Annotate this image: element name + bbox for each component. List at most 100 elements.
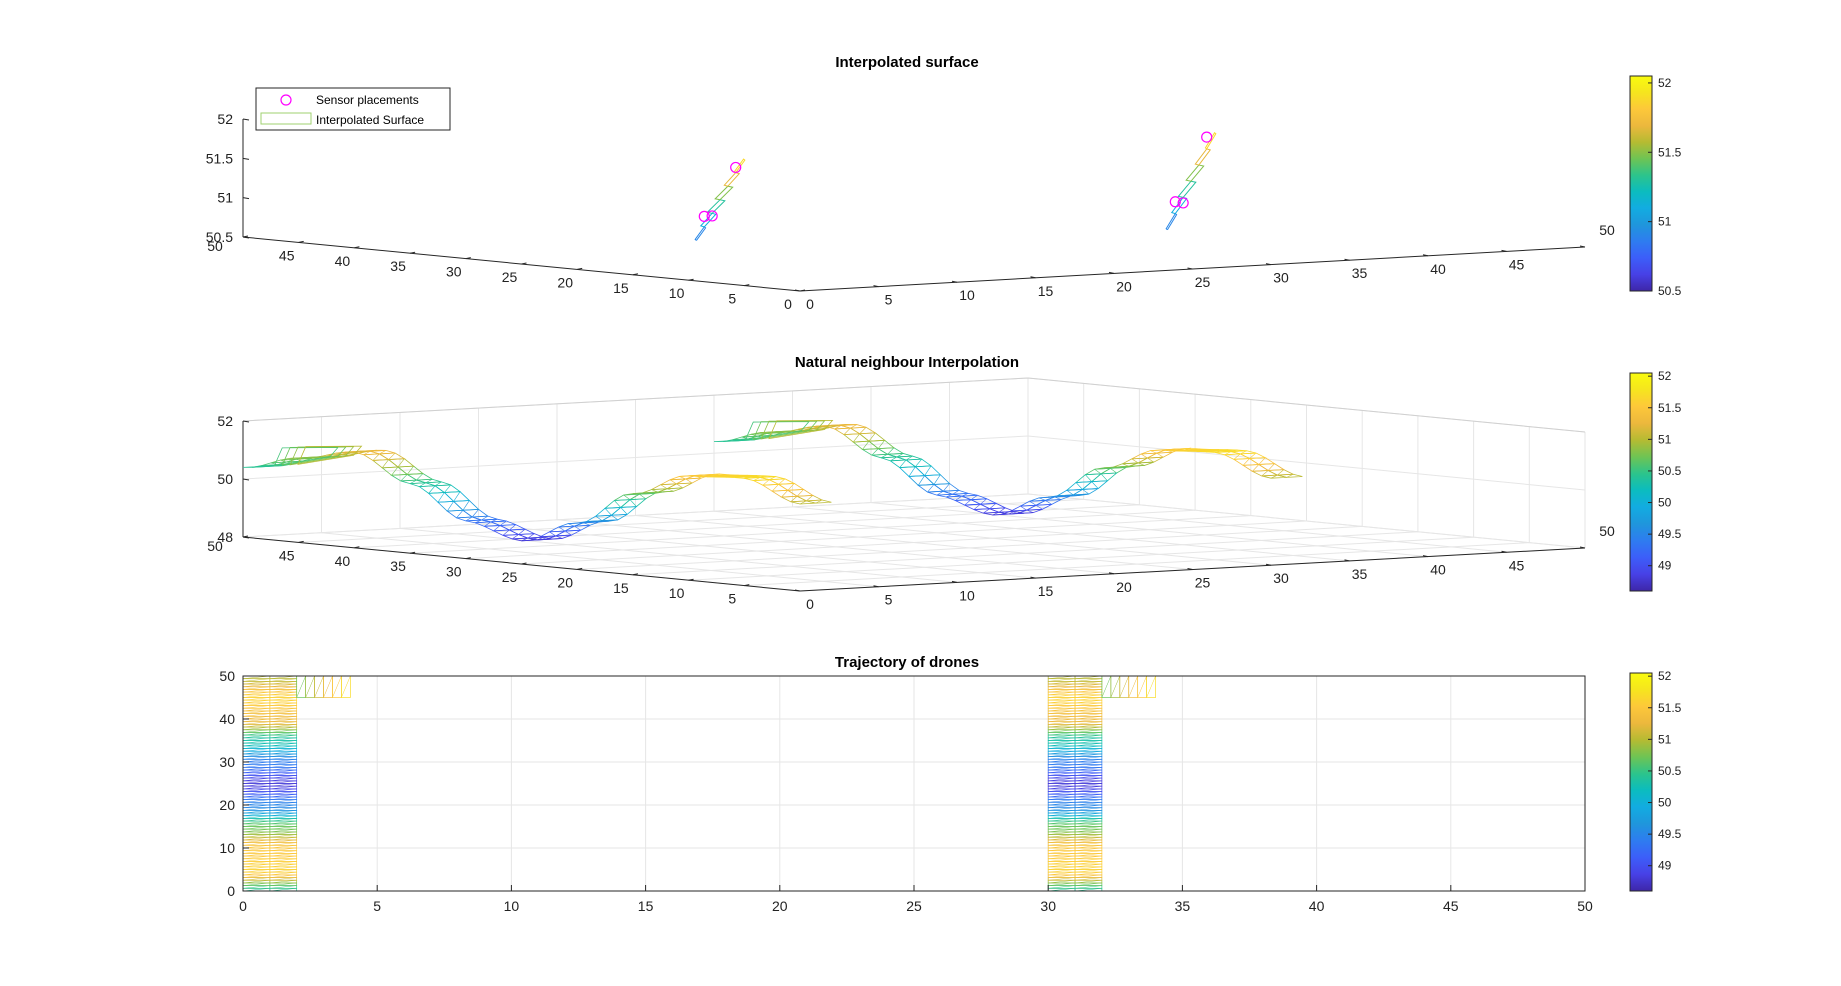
surface-mesh-diag [983, 508, 990, 514]
surface-mesh-diag [980, 498, 987, 505]
grid-line [870, 502, 1429, 558]
trajectory-diag [242, 818, 270, 822]
trajectory-diag [1075, 683, 1102, 687]
trajectory-diag [242, 820, 270, 825]
trajectory-diag [1048, 724, 1076, 728]
trajectory-diag [1048, 882, 1076, 886]
trajectory-diag [242, 721, 270, 725]
trajectory-diag [269, 877, 297, 881]
trajectory-diag [1048, 769, 1076, 773]
trajectory-diag [269, 702, 297, 706]
x-tick-label: 45 [1509, 557, 1525, 573]
trajectory-diag [242, 748, 270, 752]
trajectory-diag [1075, 705, 1102, 709]
x-tick-label: 20 [1116, 579, 1132, 595]
y-tick-label: 30 [446, 264, 462, 280]
trajectory-diag [242, 783, 270, 787]
surface-mesh-diag [252, 466, 259, 468]
trajectory-diag [1075, 842, 1102, 846]
trajectory-diag [1048, 729, 1076, 733]
y-tick-label: 30 [446, 564, 462, 580]
x-tick [1579, 546, 1586, 549]
trajectory-diag [269, 850, 297, 854]
trajectory-diag [269, 691, 297, 696]
surface-mesh-diag [660, 484, 668, 489]
trajectory-diag [242, 837, 270, 841]
y-tick [354, 546, 360, 549]
surface-mesh-diag [481, 515, 489, 521]
trajectory-diag [1048, 737, 1076, 741]
trajectory-diag [1048, 810, 1076, 814]
surface-mesh-diag [1094, 468, 1102, 475]
x-tick [1579, 245, 1586, 248]
x-tick [1108, 271, 1115, 274]
surface-mesh-diag [484, 521, 491, 527]
trajectory-diag [242, 815, 270, 819]
surface-mesh-diag [1131, 458, 1139, 464]
trajectory-diag [269, 839, 297, 843]
trajectory-diag [269, 756, 297, 760]
trajectory-diag [242, 834, 270, 838]
surface-mesh-diag [973, 503, 981, 510]
trajectory-diag [1048, 710, 1076, 714]
trajectory-diag [242, 810, 270, 814]
trajectory-diag [242, 710, 270, 714]
trajectory-diag [242, 756, 270, 760]
surface-mesh-diag [998, 507, 1006, 513]
trajectory-diag [1048, 826, 1076, 830]
surface-mesh-diag [549, 531, 556, 537]
surface-mesh-diag [1277, 469, 1285, 476]
trajectory-arm-diag [1146, 675, 1156, 698]
trajectory-diag [269, 681, 297, 685]
surface-mesh-diag [1110, 468, 1117, 474]
trajectory-diag [1075, 729, 1102, 733]
trajectory-diag [242, 694, 270, 698]
x-tick [1030, 576, 1036, 579]
trajectory-diag [269, 724, 297, 728]
surface-mesh-arm [744, 421, 810, 441]
trajectory-diag [269, 874, 297, 878]
surface-mesh-arm [281, 446, 347, 466]
z-tick-label: 50.5 [206, 229, 233, 245]
surface-mesh-diag [1252, 464, 1260, 472]
trajectory-diag [269, 855, 297, 859]
trajectory-diag [1075, 858, 1102, 862]
surface-mesh-diag [567, 523, 575, 527]
y-tick [521, 262, 527, 265]
x-tick [1265, 563, 1272, 566]
z-tick [242, 236, 250, 239]
trajectory-diag [242, 791, 270, 795]
trajectory-diag [242, 683, 270, 687]
x-tick-label: 30 [1273, 270, 1289, 286]
surface-mesh-diag [843, 427, 851, 435]
colorbar-tick-label: 49.5 [1658, 527, 1682, 541]
y-tick-label: 40 [219, 711, 235, 727]
x-tick-label: 25 [906, 898, 922, 914]
y-tick-label: 45 [279, 547, 295, 563]
trajectory-diag [1075, 853, 1102, 857]
box-edge [242, 377, 1586, 433]
surface-mesh-diag [890, 456, 897, 462]
trajectory-diag [1075, 820, 1102, 825]
trajectory-diag [1075, 823, 1102, 827]
x-tick [794, 589, 801, 592]
trajectory-diag [269, 694, 297, 698]
trajectory-diag [1048, 815, 1076, 819]
trajectory-diag [1075, 845, 1102, 849]
y-tick-label: 15 [613, 580, 629, 596]
trajectory-diag [1048, 807, 1076, 811]
sensor-marker [698, 210, 710, 222]
x-tick-label: 25 [1195, 575, 1211, 591]
trajectory-diag [1048, 845, 1076, 849]
trajectory-diag [242, 788, 270, 792]
y-tick-label: 20 [557, 274, 573, 290]
surface-mesh-diag [862, 441, 870, 450]
surface-mesh-diag [1224, 451, 1232, 456]
trajectory-diag [1048, 788, 1076, 792]
trajectory-arm-diag [332, 675, 342, 698]
trajectory-diag [1075, 767, 1102, 771]
trajectory-diag [1075, 799, 1102, 803]
trajectory-diag [1075, 699, 1102, 704]
surface-mesh-diag [456, 510, 464, 519]
trajectory-diag [1048, 828, 1076, 833]
